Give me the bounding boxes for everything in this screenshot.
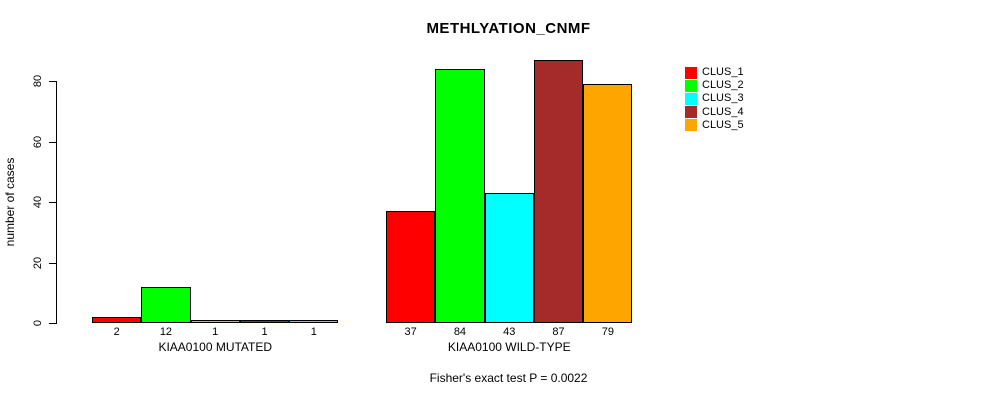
bar-value-label: 2 (113, 326, 120, 338)
legend: CLUS_1 CLUS_2 CLUS_3 CLUS_4 CLUS_5 (685, 66, 744, 132)
legend-item: CLUS_5 (685, 119, 744, 132)
group-label: KIAA0100 MUTATED (158, 340, 273, 354)
bar-clus_4-2 (533, 59, 584, 323)
bar-clus_3-2 (484, 192, 534, 323)
legend-swatch-clus_3 (685, 92, 697, 105)
legend-label: CLUS_3 (702, 92, 744, 105)
legend-label: CLUS_5 (702, 118, 744, 131)
legend-swatch-clus_4 (685, 106, 697, 119)
bar-value-label: 43 (503, 326, 516, 338)
y-axis-tick (49, 81, 56, 82)
y-axis-label: number of cases (3, 157, 17, 247)
y-axis-tick (49, 262, 56, 264)
bar-value-label: 1 (261, 326, 268, 338)
bar-clus_2-2 (435, 68, 485, 323)
annotation-text: Fisher's exact test P = 0.0022 (429, 371, 588, 385)
legend-item: CLUS_3 (685, 92, 744, 105)
group-label: KIAA0100 WILD-TYPE (447, 340, 571, 354)
bar-value-label: 37 (404, 326, 417, 338)
bar-value-label: 12 (159, 326, 173, 338)
y-tick-label: 40 (32, 195, 44, 209)
bar-clus_5-2 (583, 84, 633, 323)
bar-clus_1-1 (92, 316, 142, 323)
bar-value-label: 84 (453, 326, 467, 338)
y-axis-tick (49, 141, 56, 143)
y-axis-tick (49, 202, 56, 203)
bar-value-label: 1 (212, 326, 219, 338)
bar-clus_4-1 (239, 319, 290, 323)
bar-clus_2-1 (141, 286, 191, 323)
bar-clus_5-1 (289, 319, 339, 323)
legend-label: CLUS_2 (702, 79, 744, 92)
legend-swatch-clus_2 (685, 79, 697, 92)
legend-label: CLUS_1 (702, 66, 744, 79)
bar-value-label: 87 (552, 326, 565, 338)
y-tick-label: 20 (32, 256, 44, 269)
bar-clus_3-1 (190, 319, 240, 323)
legend-swatch-clus_5 (685, 119, 697, 132)
bar-clus_1-2 (386, 211, 436, 323)
chart-title: METHLYATION_CNMF (426, 20, 591, 37)
y-tick-label: 0 (32, 319, 44, 327)
legend-item: CLUS_4 (685, 106, 744, 119)
bar-value-label: 79 (601, 326, 614, 338)
y-tick-label: 60 (32, 135, 44, 148)
legend-item: CLUS_2 (685, 79, 744, 92)
y-axis-line (56, 81, 57, 324)
legend-swatch-clus_1 (685, 66, 697, 79)
legend-label: CLUS_4 (702, 105, 744, 118)
legend-item: CLUS_1 (685, 66, 744, 79)
y-axis-tick (49, 323, 56, 324)
y-tick-label: 80 (32, 74, 44, 88)
bar-value-label: 1 (310, 326, 317, 338)
